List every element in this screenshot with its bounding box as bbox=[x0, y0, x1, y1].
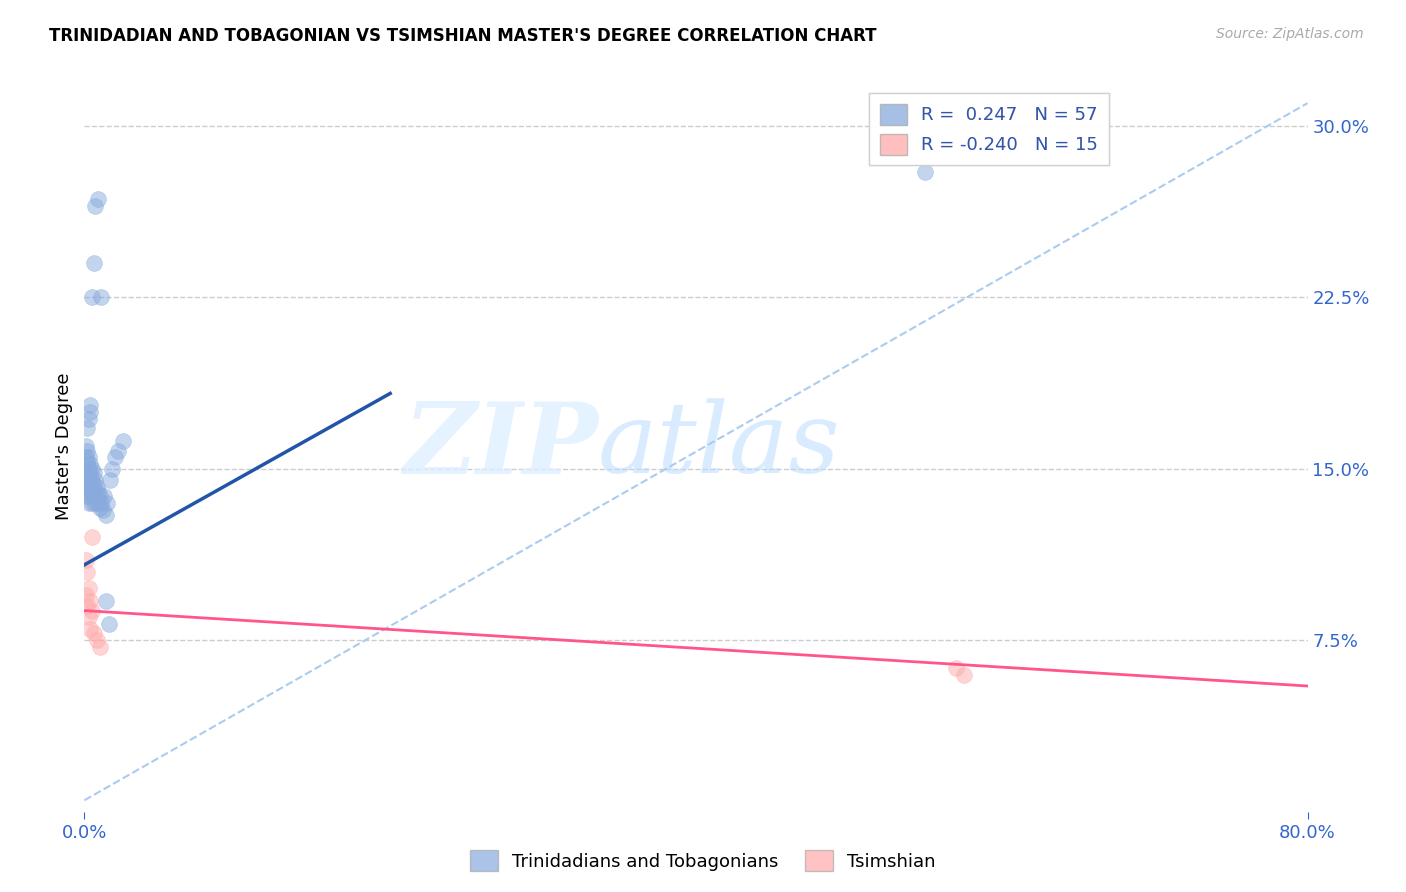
Point bbox=[89, 500, 111, 515]
Point bbox=[80, 462, 103, 476]
Point bbox=[84, 473, 107, 487]
Point bbox=[79, 467, 101, 481]
Point bbox=[77, 484, 100, 499]
Point bbox=[80, 530, 103, 544]
Point bbox=[83, 478, 105, 492]
Point bbox=[77, 496, 100, 510]
Point bbox=[84, 484, 107, 499]
Point bbox=[945, 661, 967, 675]
Point bbox=[101, 462, 124, 476]
Point bbox=[76, 599, 98, 613]
Text: TRINIDADIAN AND TOBAGONIAN VS TSIMSHIAN MASTER'S DEGREE CORRELATION CHART: TRINIDADIAN AND TOBAGONIAN VS TSIMSHIAN … bbox=[49, 27, 877, 45]
Point bbox=[79, 594, 101, 608]
Point bbox=[83, 626, 105, 640]
Y-axis label: Master's Degree: Master's Degree bbox=[55, 372, 73, 520]
Point bbox=[75, 467, 97, 481]
Point bbox=[107, 443, 129, 458]
Point bbox=[87, 192, 110, 206]
Point bbox=[79, 478, 101, 492]
Text: Source: ZipAtlas.com: Source: ZipAtlas.com bbox=[1216, 27, 1364, 41]
Point bbox=[89, 640, 111, 655]
Point bbox=[111, 434, 134, 449]
Point bbox=[86, 633, 108, 648]
Point bbox=[83, 467, 105, 481]
Point bbox=[76, 565, 98, 579]
Point bbox=[77, 610, 100, 624]
Point bbox=[84, 496, 107, 510]
Point bbox=[80, 290, 103, 304]
Point bbox=[91, 503, 114, 517]
Point bbox=[96, 496, 118, 510]
Point bbox=[77, 450, 100, 465]
Point bbox=[104, 450, 127, 465]
Point bbox=[84, 199, 107, 213]
Point bbox=[77, 581, 100, 595]
Point bbox=[93, 489, 115, 503]
Point bbox=[77, 462, 100, 476]
Point bbox=[77, 473, 100, 487]
Point bbox=[86, 489, 108, 503]
Point bbox=[80, 473, 103, 487]
Point bbox=[80, 484, 103, 499]
Point bbox=[76, 443, 98, 458]
Point bbox=[76, 467, 98, 481]
Point bbox=[89, 489, 111, 503]
Legend: Trinidadians and Tobagonians, Tsimshian: Trinidadians and Tobagonians, Tsimshian bbox=[463, 843, 943, 879]
Point bbox=[90, 496, 112, 510]
Point bbox=[87, 496, 110, 510]
Point bbox=[77, 411, 100, 425]
Point bbox=[76, 421, 98, 435]
Point bbox=[75, 478, 97, 492]
Text: atlas: atlas bbox=[598, 399, 841, 493]
Legend: R =  0.247   N = 57, R = -0.240   N = 15: R = 0.247 N = 57, R = -0.240 N = 15 bbox=[869, 93, 1109, 165]
Point bbox=[86, 480, 108, 494]
Point bbox=[914, 164, 936, 178]
Point bbox=[75, 553, 97, 567]
Point bbox=[80, 496, 103, 510]
Point bbox=[79, 622, 101, 636]
Point bbox=[98, 473, 121, 487]
Text: ZIP: ZIP bbox=[404, 398, 598, 494]
Point bbox=[94, 594, 117, 608]
Point bbox=[76, 473, 98, 487]
Point bbox=[76, 480, 98, 494]
Point bbox=[90, 290, 112, 304]
Point bbox=[79, 489, 101, 503]
Point bbox=[79, 398, 101, 412]
Point bbox=[79, 458, 101, 472]
Point bbox=[80, 604, 103, 618]
Point bbox=[75, 439, 97, 453]
Point bbox=[83, 256, 105, 270]
Point bbox=[76, 455, 98, 469]
Point bbox=[87, 484, 110, 499]
Point bbox=[79, 405, 101, 419]
Point bbox=[76, 489, 98, 503]
Point bbox=[952, 667, 974, 681]
Point bbox=[97, 617, 120, 632]
Point bbox=[75, 588, 97, 602]
Point bbox=[83, 489, 105, 503]
Point bbox=[75, 450, 97, 465]
Point bbox=[94, 508, 117, 522]
